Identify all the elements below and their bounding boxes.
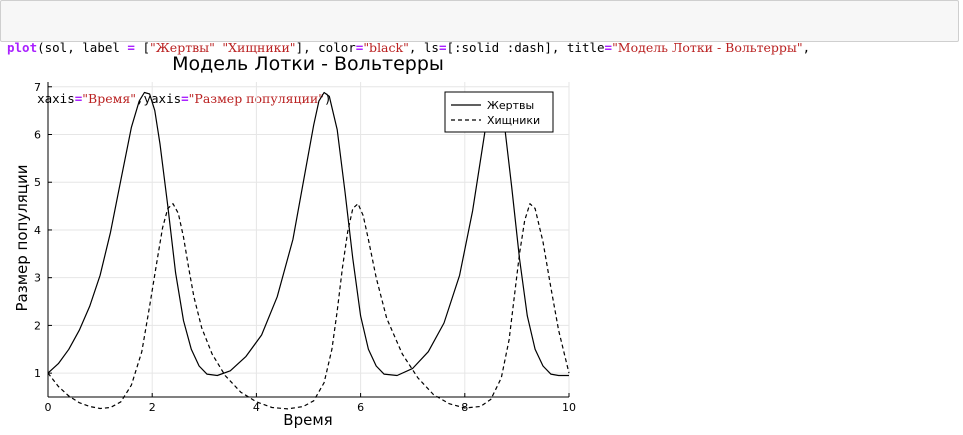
series-line-2 [47, 203, 570, 410]
x-axis-label: Время [283, 411, 332, 429]
code-cell[interactable]: plot(sol, label = ["Жертвы" "Хищники"], … [0, 0, 959, 106]
y-tick-label: 6 [34, 129, 41, 142]
lotka-volterra-chart: Модель Лотки - Вольтерры 0 2 4 6 8 101234567 … [13, 53, 576, 429]
legend-label: Жертвы [487, 99, 534, 112]
y-tick-label: 3 [34, 272, 41, 285]
chart-title: Модель Лотки - Вольтерры [172, 53, 444, 75]
x-tick-label: 4 [253, 401, 260, 414]
code-color-val: "black" [363, 40, 409, 55]
code-eq: = [181, 91, 189, 106]
y-tick-label: 5 [34, 176, 41, 189]
code-label-open: [ [134, 40, 151, 55]
code-line-2: xaxis="Время",yaxis="Размер популяции") [7, 90, 952, 107]
code-after-color: , ls [408, 40, 439, 55]
x-tick-label: 10 [562, 401, 576, 414]
legend-box [444, 91, 554, 133]
code-trail: , [802, 40, 811, 55]
code-mid: ,yaxis [135, 91, 182, 106]
code-fn: plot [7, 40, 38, 55]
code-xaxis-val: "Время" [82, 91, 136, 106]
code-ls-val: [:solid :dash], title [446, 40, 605, 55]
legend: Жертвы Хищники [444, 91, 554, 133]
y-axis-label: Размер популяции [13, 164, 31, 311]
x-tick-label: 0 [45, 401, 52, 414]
code-eq: = [355, 40, 364, 55]
y-tick-label: 7 [34, 81, 41, 94]
series-lines [47, 91, 570, 410]
code-label2: "Хищники" [222, 40, 296, 55]
plot-output: Модель Лотки - Вольтерры 0 2 4 6 8 10 1 2 3 4 5 6 7 … [0, 46, 963, 431]
code-eq: = [74, 91, 83, 106]
code-yaxis-val: "Размер популяции" [188, 91, 325, 106]
x-tick-label: 6 [357, 401, 364, 414]
code-open: (sol, label [37, 40, 128, 55]
code-close: ) [324, 91, 332, 106]
legend-label: Хищники [487, 114, 540, 127]
code-after-labels: ], color [295, 40, 356, 55]
code-title-val: "Модель Лотки - Вольтерры" [612, 40, 803, 55]
y-tick-label: 4 [34, 224, 41, 237]
code-indent: xaxis [7, 91, 75, 106]
code-eq: = [127, 40, 135, 55]
x-tick-label: 2 [149, 401, 156, 414]
code-eq: = [438, 40, 447, 55]
code-line-1: plot(sol, label = ["Жертвы" "Хищники"], … [7, 39, 952, 56]
y-tick-label: 2 [34, 319, 41, 332]
code-label1: "Жертвы" [150, 40, 215, 55]
y-tick-label: 1 [34, 367, 41, 380]
code-eq: = [604, 40, 613, 55]
